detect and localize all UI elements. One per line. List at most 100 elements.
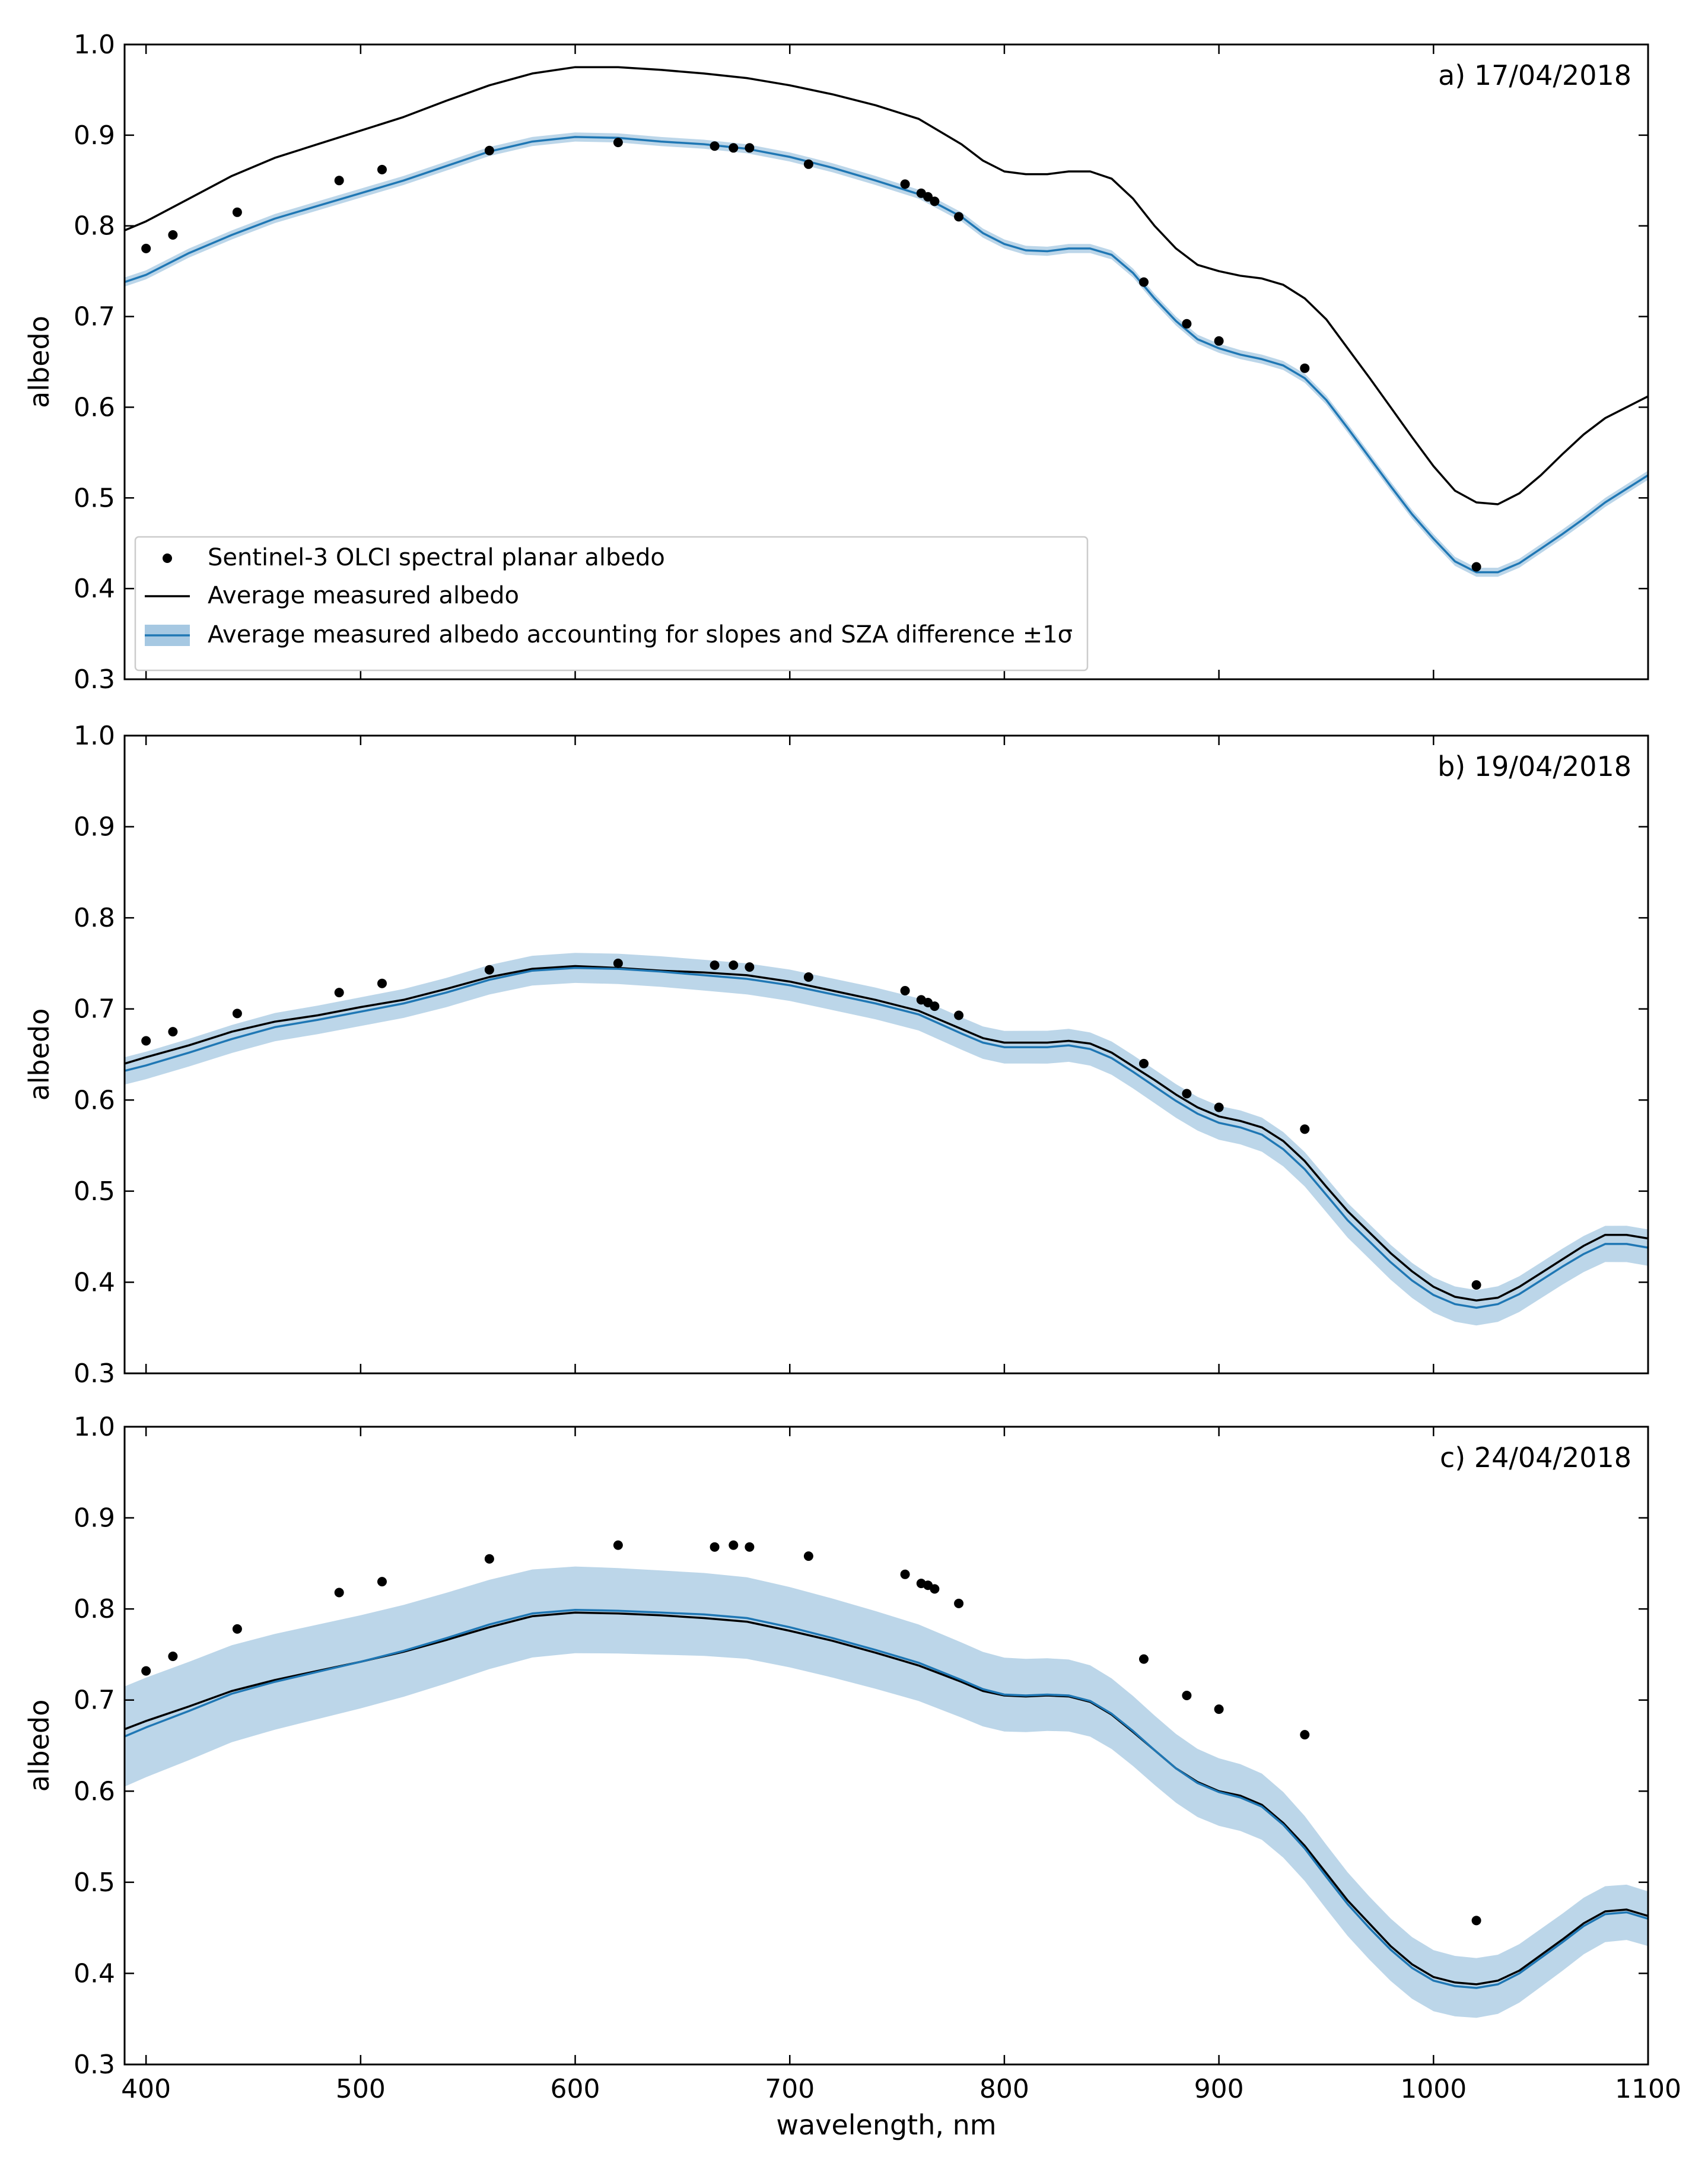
olci-point [1182,319,1192,329]
olci-point [710,960,720,970]
olci-point [613,138,623,148]
measured-albedo-line [125,66,1648,505]
y-tick-label: 0.7 [74,994,115,1025]
corrected-albedo-line [125,966,1648,1309]
y-axis-label: albedo [23,316,55,408]
olci-point [1300,363,1310,373]
olci-point [377,978,387,988]
olci-point [613,958,623,968]
y-tick-label: 0.4 [74,1267,115,1297]
olci-point [1300,1730,1310,1740]
olci-point [954,212,964,222]
y-tick-label: 0.3 [74,1359,115,1389]
olci-point [923,192,933,202]
olci-point [1214,1102,1224,1112]
y-tick-label: 0.3 [74,2050,115,2080]
olci-point [1471,562,1481,572]
x-tick-label: 600 [551,2074,600,2104]
olci-point [334,176,344,186]
olci-point [1471,1916,1481,1926]
olci-point [484,145,494,155]
olci-point [729,1540,739,1550]
y-tick-label: 0.7 [74,302,115,332]
olci-point [954,1010,964,1020]
olci-point [613,1540,623,1550]
legend-entry: Average measured albedo [208,582,519,609]
y-tick-label: 0.9 [74,812,115,842]
olci-point [141,1666,151,1676]
olci-point [484,1554,494,1564]
sigma-band [125,953,1648,1326]
measured-albedo-line [125,965,1648,1302]
y-tick-label: 0.6 [74,392,115,422]
y-tick-label: 1.0 [74,1412,115,1442]
olci-point [334,1588,344,1598]
olci-point [745,962,755,972]
olci-point [954,1598,964,1608]
olci-point [1182,1691,1192,1700]
y-tick-label: 0.5 [74,1868,115,1898]
olci-point [141,243,151,253]
panel-a: 0.3 0.4 0.5 0.6 0.7 0.8 0.9 1.0 albedo a) 17/04/2… [23,30,1649,695]
olci-point [334,988,344,998]
y-tick-label: 0.9 [74,1503,115,1534]
x-tick-label: 900 [1194,2074,1244,2104]
olci-point [710,1542,720,1552]
olci-point [168,1652,178,1661]
olci-point [484,965,494,975]
y-axis-label: albedo [23,1700,55,1792]
y-tick-label: 0.6 [74,1776,115,1806]
y-tick-label: 1.0 [74,721,115,751]
y-tick-label: 0.3 [74,664,115,695]
x-tick-label: 500 [336,2074,386,2104]
axes-frame [123,43,1649,680]
panel-label: a) 17/04/2018 [1438,59,1631,91]
olci-point [168,230,178,240]
olci-point [900,179,910,189]
olci-point [745,143,755,153]
olci-point [1214,1704,1224,1714]
olci-point [1139,277,1149,287]
legend-olci-marker [163,553,172,563]
y-tick-label: 0.8 [74,1594,115,1624]
corrected-albedo-line [125,136,1648,574]
plot-content [125,1540,1648,2018]
x-tick-label: 1000 [1400,2074,1467,2104]
olci-point [803,1551,813,1561]
axes-frame [123,734,1649,1375]
axes-frame [123,1426,1649,2066]
olci-point [1214,336,1224,346]
olci-point [1139,1058,1149,1068]
olci-point [729,143,739,153]
olci-point [377,164,387,174]
olci-point [1182,1089,1192,1099]
olci-point [803,972,813,982]
olci-point [930,1001,940,1011]
y-tick-label: 0.4 [74,1958,115,1989]
x-tick-label: 1100 [1615,2074,1681,2104]
y-tick-label: 0.6 [74,1085,115,1115]
olci-point [1471,1280,1481,1290]
y-tick-label: 0.4 [74,574,115,604]
legend: Sentinel-3 OLCI spectral planar albedo Av… [134,536,1089,672]
panel-label: b) 19/04/2018 [1437,750,1631,782]
olci-point [803,159,813,169]
plot-content [125,66,1648,577]
olci-point [900,1569,910,1579]
olci-point [729,960,739,970]
olci-point [710,141,720,151]
olci-point [930,196,940,206]
panel-label: c) 24/04/2018 [1440,1442,1631,1474]
x-tick-label: 400 [121,2074,171,2104]
legend-entry: Sentinel-3 OLCI spectral planar albedo [208,544,665,571]
plot-content [125,953,1648,1326]
legend-entry: Average measured albedo accounting for s… [208,621,1073,648]
olci-point [377,1577,387,1587]
olci-point [232,1009,242,1019]
olci-point [900,986,910,995]
x-tick-label: 800 [979,2074,1029,2104]
x-axis-label: wavelength, nm [776,2109,996,2141]
x-tick-label: 700 [765,2074,815,2104]
y-tick-label: 0.5 [74,1176,115,1207]
